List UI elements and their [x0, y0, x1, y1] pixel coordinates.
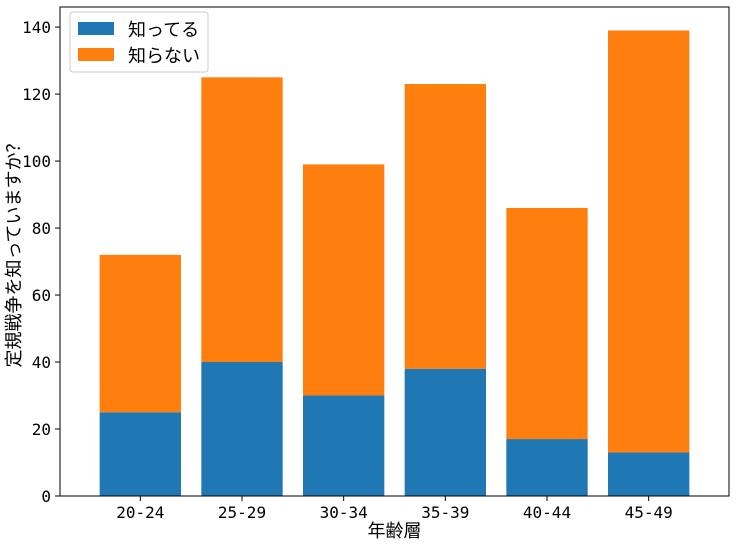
- bar-known-35-39: [404, 368, 487, 496]
- legend: 知ってる 知らない: [69, 11, 209, 73]
- y-tick-label: 20: [32, 420, 51, 439]
- x-tick-label: 45-49: [625, 503, 673, 522]
- plot-frame: [59, 6, 730, 497]
- legend-swatch-known: [78, 22, 114, 35]
- x-axis-label: 年齢層: [368, 521, 422, 542]
- y-axis-label: 定規戦争を知っていますか？: [4, 134, 25, 367]
- y-tick-label: 80: [32, 219, 51, 238]
- y-tick-label: 120: [22, 85, 51, 104]
- x-tick-label: 25-29: [218, 503, 266, 522]
- bar-known-25-29: [201, 362, 283, 496]
- y-tick-label: 100: [22, 152, 51, 171]
- bar-known-30-34: [302, 395, 385, 496]
- x-axis: 20-24 25-29 30-34 35-39 40-44 45-49: [116, 496, 673, 522]
- y-tick-label: 140: [22, 18, 51, 37]
- bar-unknown-25-29: [201, 77, 283, 363]
- x-tick-label: 30-34: [320, 503, 368, 522]
- bar-unknown-35-39: [404, 84, 487, 369]
- bars-layer: [99, 30, 690, 496]
- bar-known-45-49: [608, 452, 690, 496]
- y-tick-label: 40: [32, 353, 51, 372]
- bar-unknown-30-34: [302, 164, 385, 396]
- y-axis: 0 20 40 60 80 100 120 140: [22, 18, 60, 506]
- bar-unknown-20-24: [99, 254, 181, 413]
- legend-swatch-unknown: [78, 48, 114, 61]
- legend-label-known: 知ってる: [128, 20, 199, 41]
- y-tick-label: 0: [41, 487, 51, 506]
- bar-unknown-40-44: [506, 207, 588, 440]
- bar-unknown-45-49: [608, 30, 690, 453]
- x-tick-label: 35-39: [421, 503, 469, 522]
- y-tick-label: 60: [32, 286, 51, 305]
- legend-label-unknown: 知らない: [128, 46, 200, 67]
- x-tick-label: 40-44: [523, 503, 571, 522]
- x-tick-label: 20-24: [116, 503, 164, 522]
- bar-known-40-44: [506, 439, 588, 496]
- bar-known-20-24: [99, 412, 181, 496]
